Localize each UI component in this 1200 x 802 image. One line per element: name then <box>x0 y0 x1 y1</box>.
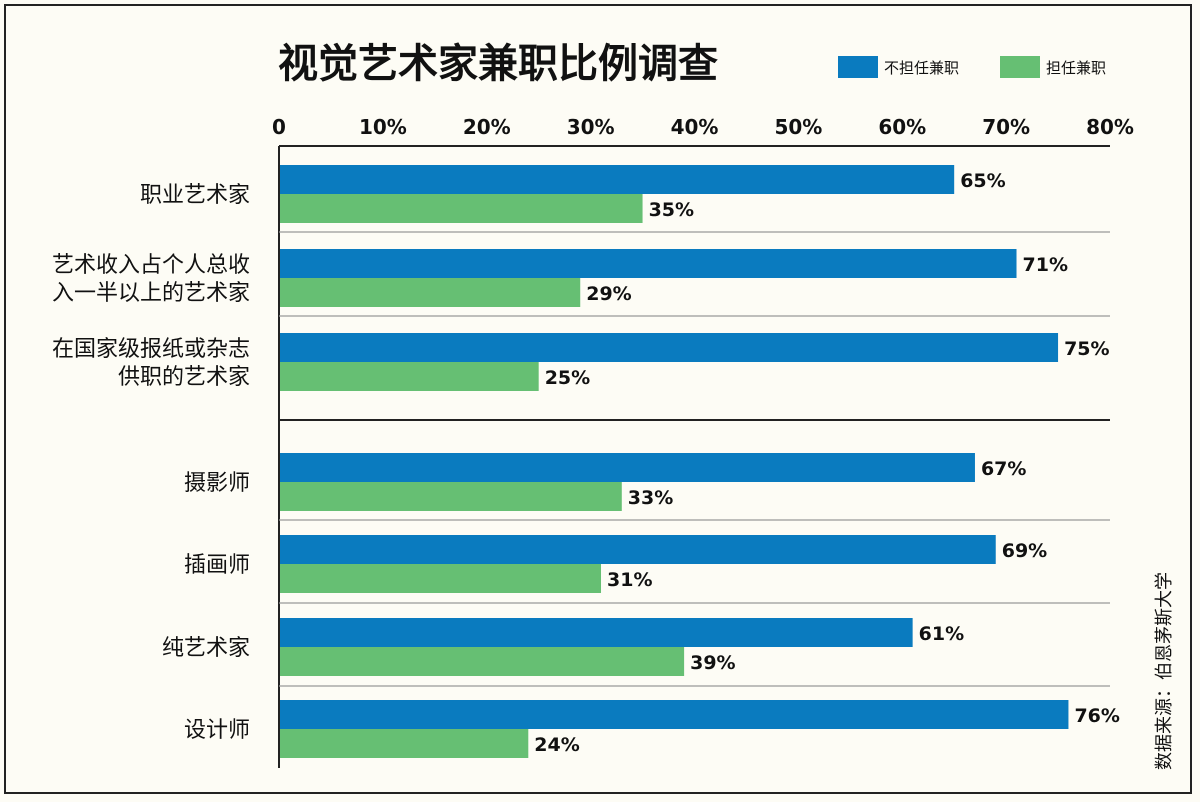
legend-label-parttime: 担任兼职 <box>1046 59 1106 77</box>
bar-value-label: 33% <box>628 487 673 509</box>
bar <box>280 564 602 593</box>
bar <box>280 618 913 647</box>
source-note: 数据来源：伯恩茅斯大学 <box>1154 572 1175 770</box>
bar <box>280 535 996 564</box>
bar-value-label: 65% <box>960 170 1005 192</box>
bar <box>280 333 1059 362</box>
bar <box>280 249 1017 278</box>
bar-value-label: 29% <box>586 283 631 305</box>
bar-value-label: 75% <box>1064 338 1109 360</box>
bar-value-label: 35% <box>649 199 694 221</box>
axes-lines <box>278 145 1110 768</box>
x-axis-ticks: 0 10% 20% 30% 40% 50% 60% 70% 80% <box>272 115 1134 139</box>
legend-swatch-no-parttime <box>838 56 878 78</box>
x-tick-label: 70% <box>982 115 1030 139</box>
legend-label-no-parttime: 不担任兼职 <box>884 59 959 77</box>
category-label: 纯艺术家 <box>162 636 250 661</box>
category-label: 摄影师 <box>184 471 250 496</box>
bar <box>280 453 975 482</box>
category-label: 入一半以上的艺术家 <box>52 281 250 306</box>
bar-value-label: 61% <box>919 623 964 645</box>
x-tick-label: 0 <box>272 115 286 139</box>
category-label: 在国家级报纸或杂志 <box>52 337 250 362</box>
bar-value-label: 31% <box>607 569 652 591</box>
x-tick-label: 30% <box>567 115 615 139</box>
category-label: 供职的艺术家 <box>118 365 250 390</box>
chart-title: 视觉艺术家兼职比例调查 <box>278 41 718 87</box>
bar-value-label: 76% <box>1074 705 1119 727</box>
bar <box>280 362 539 391</box>
legend-swatch-parttime <box>1000 56 1040 78</box>
bar <box>280 700 1069 729</box>
legend: 不担任兼职 担任兼职 <box>838 56 1106 78</box>
category-label: 设计师 <box>184 718 250 743</box>
x-tick-label: 50% <box>774 115 822 139</box>
x-tick-label: 60% <box>878 115 926 139</box>
bar-value-label: 69% <box>1002 540 1047 562</box>
bar <box>280 647 685 676</box>
x-tick-label: 40% <box>671 115 719 139</box>
bar-value-label: 71% <box>1023 254 1068 276</box>
category-label: 艺术收入占个人总收 <box>52 253 250 278</box>
category-label: 职业艺术家 <box>140 183 250 208</box>
bar <box>280 278 581 307</box>
bar <box>280 482 622 511</box>
x-tick-label: 20% <box>463 115 511 139</box>
x-tick-label: 10% <box>359 115 407 139</box>
bars: 65% 71% 75% 67% 69% 61% 76% 35% 29% 25% 33% 31% 39% 2… <box>280 165 1120 758</box>
bar <box>280 165 955 194</box>
bar-value-label: 39% <box>690 652 735 674</box>
category-label: 插画师 <box>184 553 250 578</box>
bar-value-label: 67% <box>981 458 1026 480</box>
x-tick-label: 80% <box>1086 115 1134 139</box>
bar-value-label: 25% <box>545 367 590 389</box>
bar <box>280 194 643 223</box>
bar <box>280 729 529 758</box>
bar-value-label: 24% <box>534 734 579 756</box>
category-labels: 职业艺术家艺术收入占个人总收入一半以上的艺术家在国家级报纸或杂志供职的艺术家摄影… <box>52 183 250 743</box>
